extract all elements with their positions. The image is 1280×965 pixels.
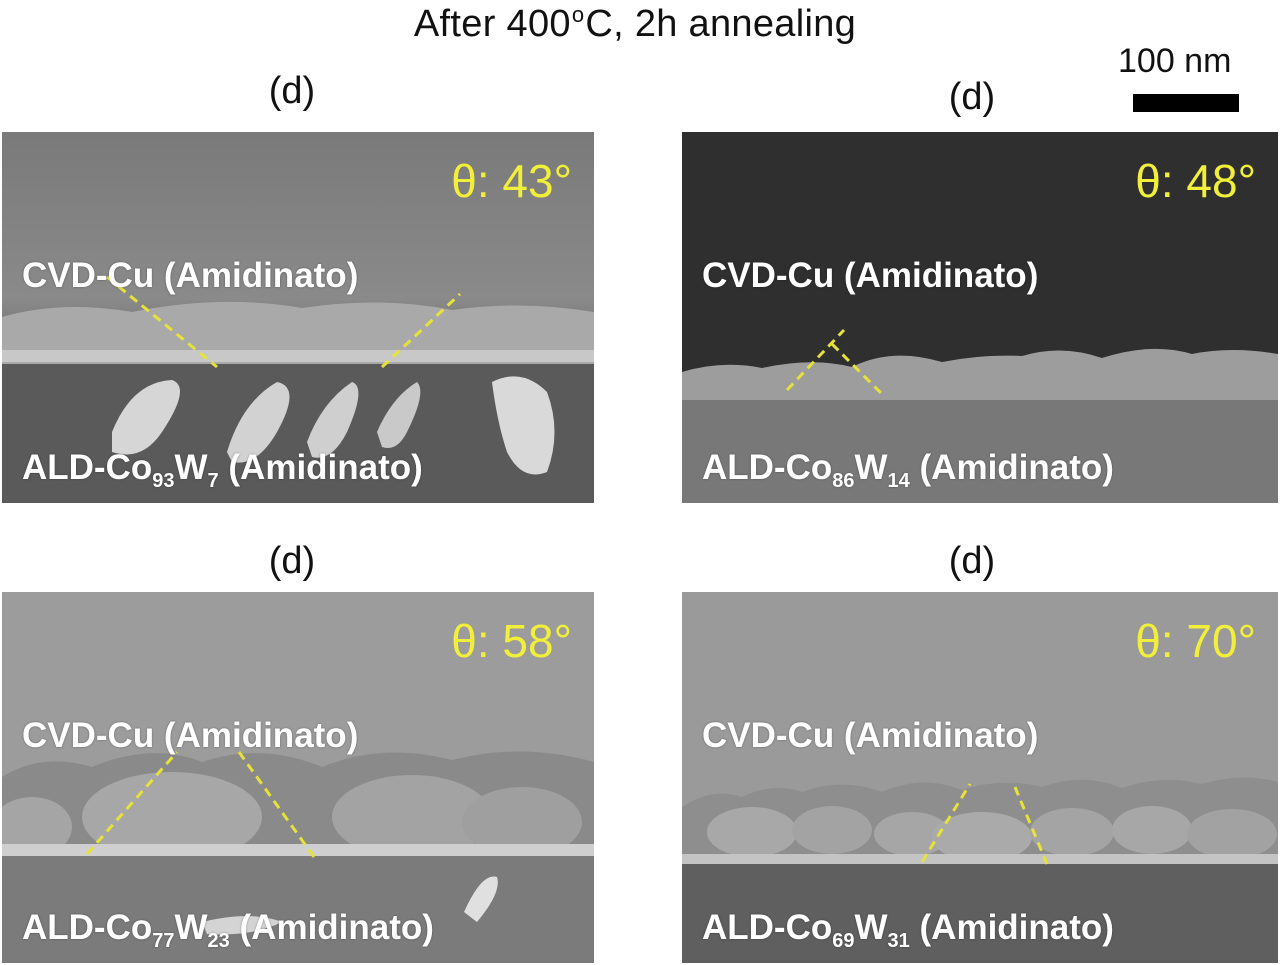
cu-layer-label-2: CVD-Cu (Amidinato) — [702, 256, 1039, 295]
cowo-layer-label-1: ALD-Co93W7 (Amidinato) — [22, 448, 423, 492]
cu-layer-label-4: CVD-Cu (Amidinato) — [702, 716, 1039, 755]
contact-angle-label-2: θ: 48° — [1135, 155, 1256, 207]
sem-panel-3: θ: 58° CVD-Cu (Amidinato) ALD-Co77W23 (A… — [2, 592, 594, 963]
contact-angle-label-4: θ: 70° — [1135, 615, 1256, 667]
panel-label-4: (d) — [948, 540, 996, 582]
cowo-layer-label-4: ALD-Co69W31 (Amidinato) — [702, 908, 1114, 952]
panel-label-2: (d) — [948, 76, 996, 118]
scale-bar: 100 nm — [1108, 42, 1268, 112]
contact-angle-label-3: θ: 58° — [451, 615, 572, 667]
cowo-layer-label-2: ALD-Co86W14 (Amidinato) — [702, 448, 1114, 492]
contact-angle-label-1: θ: 43° — [451, 155, 572, 207]
cu-layer-label-1: CVD-Cu (Amidinato) — [22, 256, 359, 295]
sem-image-1 — [2, 132, 594, 503]
scale-bar-label: 100 nm — [1118, 42, 1232, 80]
sem-image-4 — [682, 592, 1278, 963]
sem-panel-1: θ: 43° CVD-Cu (Amidinato) ALD-Co93W7 (Am… — [2, 132, 594, 503]
scale-bar-line — [1133, 94, 1239, 112]
cowo-layer-label-3: ALD-Co77W23 (Amidinato) — [22, 908, 434, 952]
degree-mark: o — [571, 2, 585, 27]
sem-panel-2: θ: 48° CVD-Cu (Amidinato) ALD-Co86W14 (A… — [682, 132, 1278, 503]
figure-title: After 400oC, 2h annealing — [413, 2, 857, 45]
sem-panel-4: θ: 70° CVD-Cu (Amidinato) ALD-Co69W31 (A… — [682, 592, 1278, 963]
panel-label-3: (d) — [268, 540, 316, 582]
sem-image-2 — [682, 132, 1278, 503]
panel-label-1: (d) — [268, 70, 316, 112]
cu-layer-label-3: CVD-Cu (Amidinato) — [22, 716, 359, 755]
sem-image-3 — [2, 592, 594, 963]
